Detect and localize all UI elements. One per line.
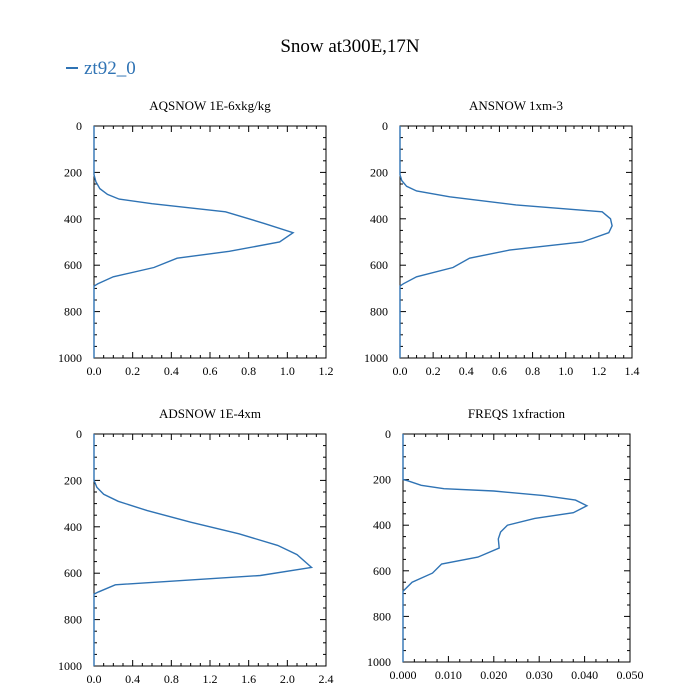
y-tick-label: 800 [64, 613, 82, 627]
legend-label: zt92_0 [84, 58, 136, 79]
x-tick-label: 0.0 [87, 364, 102, 378]
y-tick-label: 600 [373, 564, 391, 578]
x-tick-label: 2.4 [319, 672, 334, 686]
x-tick-label: 0.6 [203, 364, 218, 378]
x-tick-label: 0.010 [435, 668, 462, 682]
x-tick-label: 1.4 [625, 364, 640, 378]
panel-title: FREQS 1xfraction [468, 406, 566, 421]
x-tick-label: 0.0 [393, 364, 408, 378]
plot-frame [399, 125, 633, 359]
chart-panel-3: ADSNOW 1E-4xm 0.0 0.4 0.8 1.2 1.6 2.0 2.4 0 200 40… [58, 406, 334, 686]
y-tick-label: 200 [64, 473, 82, 487]
x-tick-label: 0.020 [480, 668, 507, 682]
y-tick-label: 200 [373, 473, 391, 487]
legend: zt92_0 [66, 58, 136, 80]
figure-title: Snow at300E,17N [280, 36, 420, 57]
panel-title: ADSNOW 1E-4xm [159, 406, 261, 421]
x-tick-label: 0.030 [526, 668, 553, 682]
y-tick-label: 1000 [367, 655, 391, 669]
y-tick-label: 800 [370, 305, 388, 319]
x-tick-label: 0.8 [525, 364, 540, 378]
x-tick-label: 1.2 [319, 364, 334, 378]
chart-panel-1: AQSNOW 1E-6xkg/kg 0.0 0.2 0.4 0.6 0.8 1.0 1.2 0 2… [58, 98, 334, 378]
x-tick-label: 0.2 [426, 364, 441, 378]
y-tick-label: 600 [64, 566, 82, 580]
y-tick-label: 1000 [58, 351, 82, 365]
x-tick-label: 0.4 [164, 364, 179, 378]
x-tick-label: 1.0 [280, 364, 295, 378]
x-tick-label: 0.050 [617, 668, 644, 682]
panel-title: ANSNOW 1xm-3 [469, 98, 563, 113]
y-tick-label: 600 [370, 258, 388, 272]
y-tick-label: 800 [373, 609, 391, 623]
y-tick-label: 800 [64, 305, 82, 319]
panel-title: AQSNOW 1E-6xkg/kg [149, 98, 271, 113]
plot-frame [402, 433, 631, 663]
y-tick-label: 600 [64, 258, 82, 272]
y-tick-label: 0 [76, 119, 82, 133]
x-tick-label: 0.6 [492, 364, 507, 378]
x-tick-label: 0.8 [164, 672, 179, 686]
x-tick-label: 1.2 [203, 672, 218, 686]
chart-panel-2: ANSNOW 1xm-3 0.0 0.2 0.4 0.6 0.8 1.0 1.2 1.4 0 200… [364, 98, 640, 378]
x-tick-label: 1.0 [558, 364, 573, 378]
plot-frame [93, 433, 327, 667]
x-tick-label: 2.0 [280, 672, 295, 686]
x-tick-label: 0.4 [459, 364, 474, 378]
y-tick-label: 0 [76, 427, 82, 441]
x-tick-label: 0.000 [390, 668, 417, 682]
series-line [93, 434, 314, 666]
x-tick-label: 1.6 [241, 672, 256, 686]
chart-panel-4: FREQS 1xfraction 0.000 0.010 0.020 0.030 0.04… [367, 406, 644, 682]
y-tick-label: 0 [385, 427, 391, 441]
x-tick-label: 0.2 [125, 364, 140, 378]
y-tick-label: 400 [370, 212, 388, 226]
y-tick-label: 200 [64, 165, 82, 179]
x-tick-label: 0.040 [571, 668, 598, 682]
x-tick-label: 0.0 [87, 672, 102, 686]
plot-frame [93, 125, 327, 359]
legend-line-swatch [66, 66, 78, 69]
y-tick-label: 0 [382, 119, 388, 133]
series-line [399, 126, 613, 358]
series-line [93, 126, 295, 358]
series-line [402, 434, 589, 662]
x-tick-label: 0.8 [241, 364, 256, 378]
y-tick-label: 400 [64, 212, 82, 226]
x-tick-label: 1.2 [591, 364, 606, 378]
x-tick-label: 0.4 [125, 672, 140, 686]
y-tick-label: 1000 [58, 659, 82, 673]
y-tick-label: 1000 [364, 351, 388, 365]
y-tick-label: 400 [373, 518, 391, 532]
y-tick-label: 400 [64, 520, 82, 534]
y-tick-label: 200 [370, 165, 388, 179]
